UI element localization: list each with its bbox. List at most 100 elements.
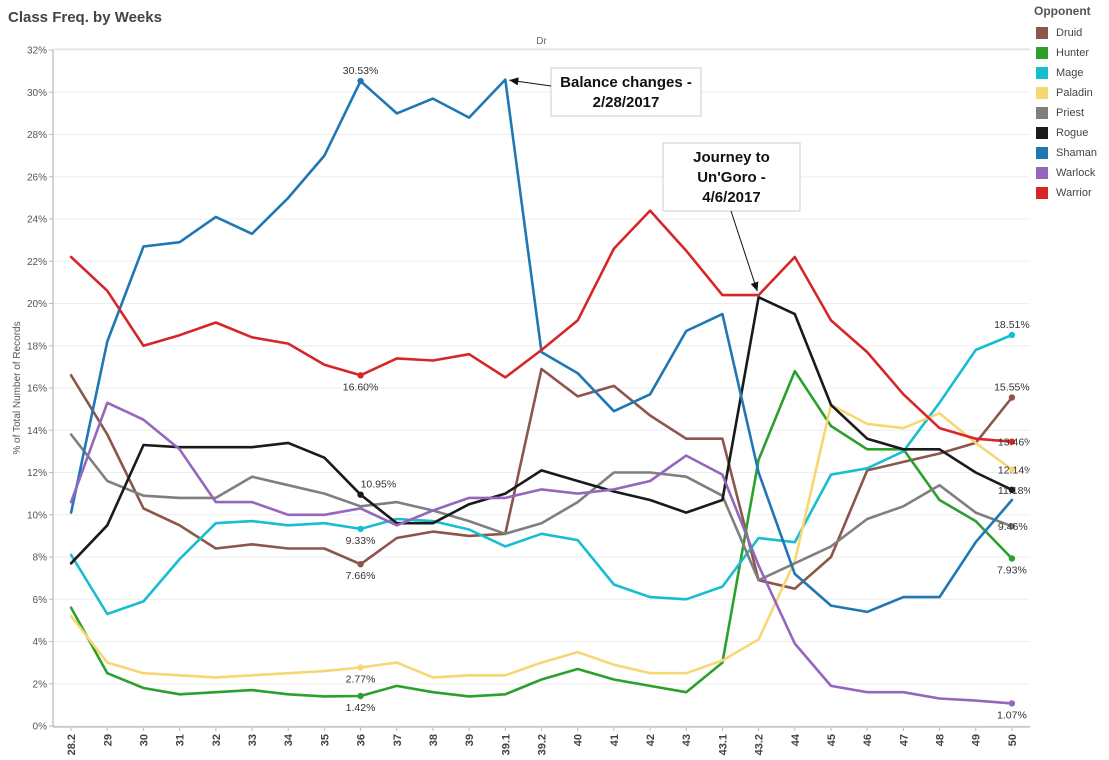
legend-swatch [1036, 107, 1048, 119]
legend-swatch [1036, 147, 1048, 159]
annotation: Balance changes - 2/28/2017 [509, 67, 702, 117]
legend-label: Priest [1056, 107, 1085, 119]
series-line-hunter [69, 369, 1014, 698]
x-tick-label: 40 [573, 734, 585, 746]
chart-title: Class Freq. by Weeks [8, 9, 162, 26]
annotation-text: Balance changes - [560, 74, 692, 91]
data-label: 11.18% [998, 485, 1030, 497]
legend: Opponent Druid Hunter Mage Paladin Priest Rog… [1032, 2, 1108, 203]
y-tick-label: 2% [33, 679, 48, 690]
legend-swatch [1036, 67, 1048, 79]
legend-label: Hunter [1056, 47, 1090, 59]
x-tick-label: 49 [971, 734, 983, 746]
y-tick-label: 20% [27, 299, 47, 310]
data-point-warrior [1008, 438, 1016, 445]
data-label: 9.33% [346, 535, 376, 547]
annotation-box [662, 142, 801, 212]
x-tick-label: 38 [428, 734, 440, 746]
x-tick-label: 32 [211, 734, 223, 746]
legend-swatch [1036, 127, 1048, 139]
legend-swatch [1036, 167, 1048, 179]
legend-swatch [1036, 27, 1048, 39]
annotation-text: Journey to [693, 149, 770, 166]
data-point-warrior [357, 372, 364, 379]
x-tick-label: 43 [681, 734, 693, 746]
y-tick-label: 24% [27, 215, 47, 226]
legend-item-druid[interactable]: Druid [1032, 23, 1108, 43]
y-tick-label: 0% [33, 722, 48, 733]
annotation-arrow-head [509, 77, 519, 86]
data-label: 13.46% [998, 437, 1030, 449]
data-label: 7.93% [997, 564, 1027, 576]
data-point-priest [1008, 522, 1016, 530]
x-tick-label: 43.2 [754, 734, 766, 755]
data-point-paladin [357, 664, 364, 671]
x-tick-label: 44 [790, 733, 802, 746]
x-tick-label: 39.1 [500, 734, 512, 755]
x-tick-label: 28.2 [66, 734, 78, 755]
data-point-hunter [1008, 555, 1016, 562]
annotation-arrow-head [750, 281, 759, 292]
series-line-shaman [69, 78, 1014, 614]
y-tick-label: 30% [27, 88, 47, 99]
data-label: 7.66% [346, 570, 376, 582]
data-point-mage [357, 525, 364, 533]
y-tick-label: 16% [27, 384, 47, 395]
legend-item-shaman[interactable]: Shaman [1032, 143, 1108, 163]
data-point-rogue [357, 491, 364, 498]
legend-item-mage[interactable]: Mage [1032, 63, 1108, 83]
legend-swatch [1036, 47, 1048, 59]
x-tick-label: 42 [645, 734, 657, 746]
x-tick-label: 36 [356, 734, 368, 746]
data-point-druid [1008, 394, 1016, 401]
data-label: 1.07% [997, 709, 1027, 721]
data-point-rogue [1008, 486, 1016, 494]
y-tick-label: 32% [27, 46, 47, 57]
x-tick-label: 30 [138, 734, 150, 746]
data-label: 15.55% [994, 382, 1030, 394]
data-point-shaman [357, 77, 364, 85]
y-tick-label: 10% [27, 510, 47, 521]
x-tick-label: 46 [862, 734, 874, 746]
series-line-priest [69, 433, 1014, 582]
data-label: 16.60% [343, 381, 379, 393]
legend-item-warlock[interactable]: Warlock [1032, 163, 1108, 183]
legend-items: Druid Hunter Mage Paladin Priest Rogue Shaman W… [1032, 23, 1108, 203]
annotation-arrow-line [730, 210, 758, 292]
y-tick-label: 4% [33, 637, 48, 648]
legend-swatch [1036, 187, 1048, 199]
y-tick-label: 28% [27, 130, 47, 141]
column-header: Dr [536, 36, 547, 47]
series-line-mage [69, 333, 1014, 616]
annotation: Journey to Un'Goro - 4/6/2017 [662, 142, 801, 292]
data-label: 12.14% [998, 465, 1030, 477]
x-tick-label: 39.2 [537, 734, 549, 755]
y-tick-label: 12% [27, 468, 47, 479]
legend-swatch [1036, 87, 1048, 99]
data-label: 18.51% [994, 319, 1030, 331]
legend-label: Warlock [1056, 167, 1096, 179]
y-axis-title: % of Total Number of Records [12, 321, 23, 454]
data-point-warlock [1008, 700, 1016, 707]
data-label: 30.53% [343, 65, 379, 77]
legend-item-rogue[interactable]: Rogue [1032, 123, 1108, 143]
legend-item-warrior[interactable]: Warrior [1032, 183, 1108, 203]
data-label: 2.77% [346, 673, 376, 685]
x-tick-label: 50 [1007, 734, 1019, 746]
line-chart: Dr 0% 2% 4% 6% 8% 10% 12% 14% 16% 18% 20% 22% 24% 26% 2… [12, 36, 1030, 755]
y-tick-label: 8% [33, 553, 48, 564]
data-point-paladin [1008, 466, 1016, 473]
y-tick-label: 6% [33, 595, 48, 606]
y-tick-label: 26% [27, 172, 47, 183]
annotation-text: 2/28/2017 [593, 94, 660, 111]
data-label: 1.42% [346, 702, 376, 714]
x-tick-label: 29 [102, 734, 114, 746]
legend-label: Rogue [1056, 127, 1089, 139]
x-tick-label: 43.1 [717, 734, 729, 755]
legend-label: Warrior [1056, 187, 1092, 199]
x-tick-label: 41 [609, 734, 621, 746]
legend-item-hunter[interactable]: Hunter [1032, 43, 1108, 63]
legend-item-priest[interactable]: Priest [1032, 103, 1108, 123]
legend-item-paladin[interactable]: Paladin [1032, 83, 1108, 103]
legend-label: Mage [1056, 67, 1084, 79]
